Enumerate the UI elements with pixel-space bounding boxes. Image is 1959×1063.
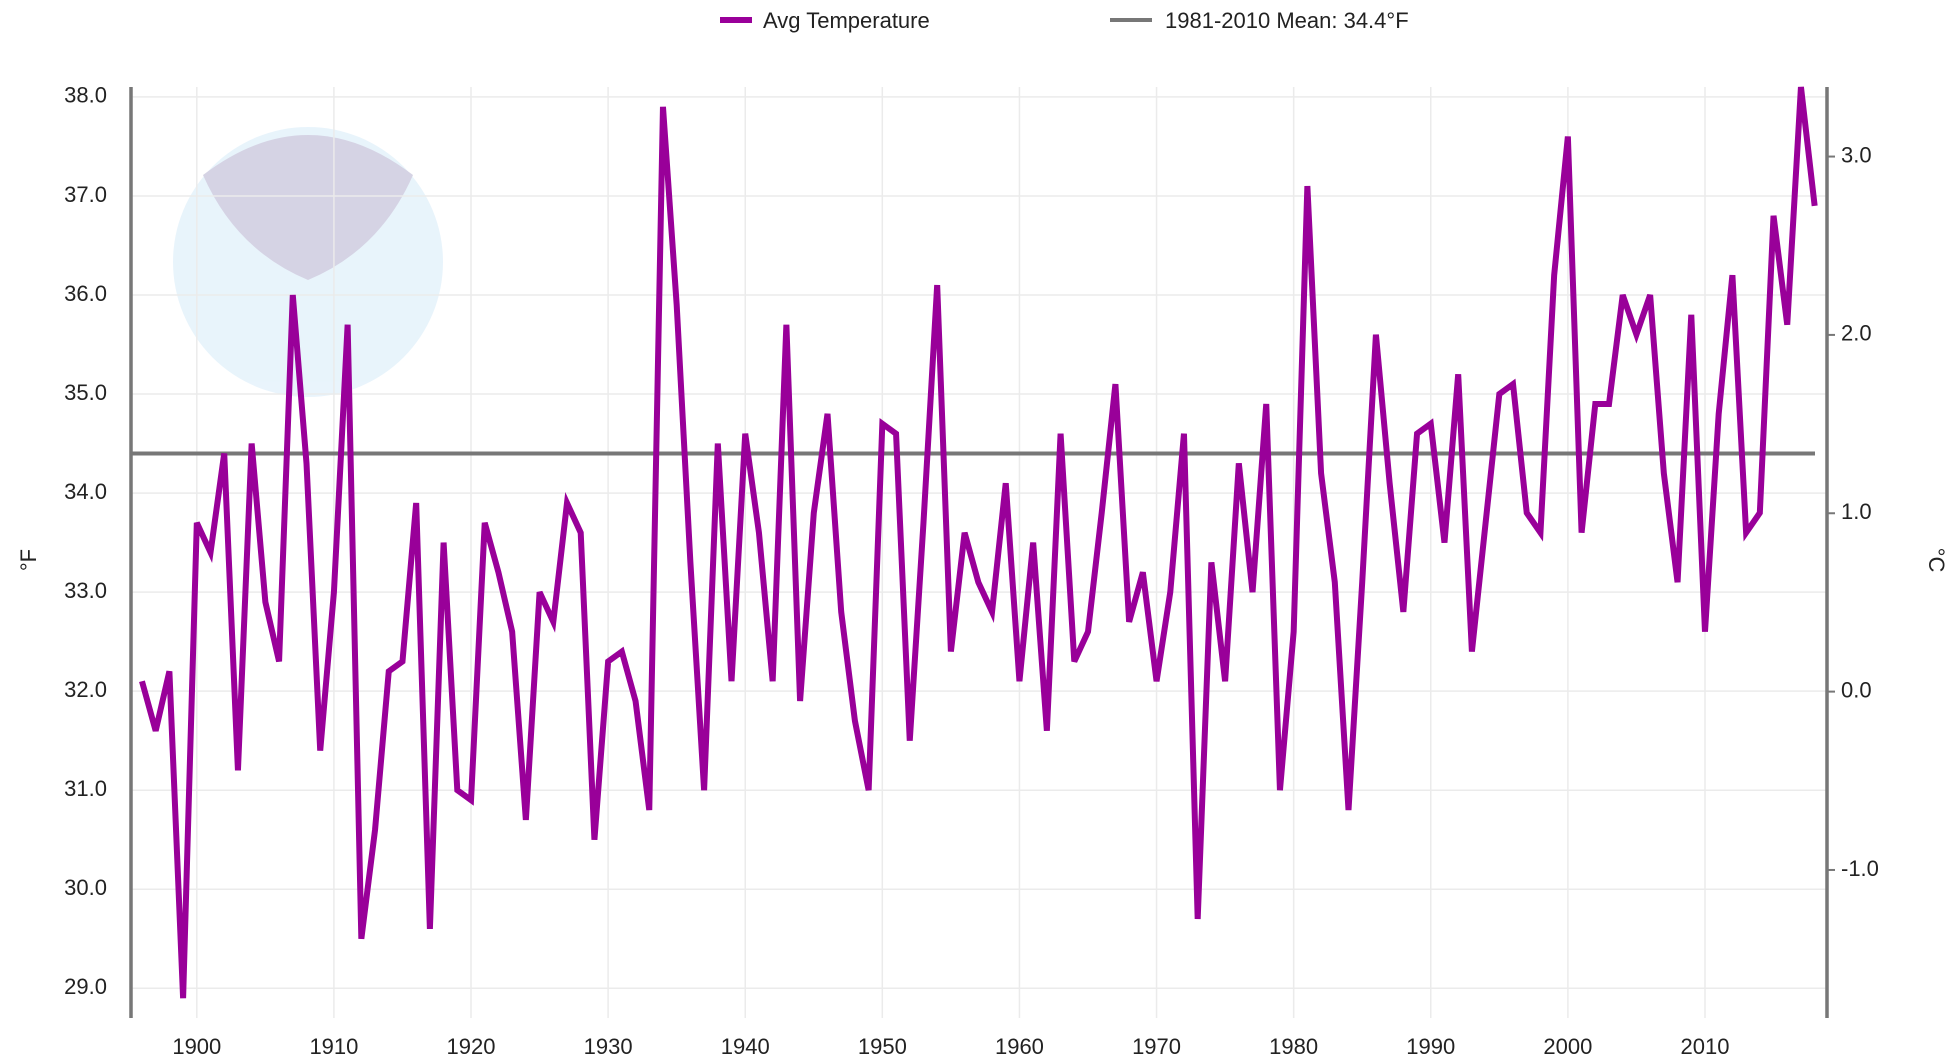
y2-tick-label: 3.0 <box>1841 142 1872 167</box>
x-tick-label: 2000 <box>1543 1034 1592 1059</box>
y2-tick-label: -1.0 <box>1841 856 1879 881</box>
y-tick-label: 33.0 <box>64 578 107 603</box>
x-tick-label: 1920 <box>447 1034 496 1059</box>
y-tick-label: 36.0 <box>64 281 107 306</box>
legend-label: Avg Temperature <box>763 8 930 33</box>
y-tick-label: 35.0 <box>64 380 107 405</box>
x-tick-label: 1930 <box>584 1034 633 1059</box>
y2-tick-label: 2.0 <box>1841 321 1872 346</box>
legend-label: 1981-2010 Mean: 34.4°F <box>1165 8 1409 33</box>
x-tick-label: 1900 <box>172 1034 221 1059</box>
y2-tick-label: 1.0 <box>1841 499 1872 524</box>
y-tick-label: 32.0 <box>64 677 107 702</box>
x-tick-label: 1910 <box>309 1034 358 1059</box>
y-tick-label: 37.0 <box>64 182 107 207</box>
y-tick-label: 29.0 <box>64 974 107 999</box>
x-tick-label: 1940 <box>721 1034 770 1059</box>
y2-axis-label: °C <box>1924 548 1949 573</box>
x-tick-label: 1990 <box>1406 1034 1455 1059</box>
x-tick-label: 1960 <box>995 1034 1044 1059</box>
y2-tick-label: 0.0 <box>1841 677 1872 702</box>
x-tick-label: 1980 <box>1269 1034 1318 1059</box>
y-tick-label: 31.0 <box>64 776 107 801</box>
x-tick-label: 1950 <box>858 1034 907 1059</box>
y-tick-label: 38.0 <box>64 83 107 108</box>
grid <box>131 87 1827 1018</box>
y-axis-label: °F <box>16 549 41 571</box>
x-tick-label: 1970 <box>1132 1034 1181 1059</box>
x-tick-label: 2010 <box>1680 1034 1729 1059</box>
y-tick-label: 34.0 <box>64 479 107 504</box>
data-line <box>139 86 1818 999</box>
y-tick-label: 30.0 <box>64 875 107 900</box>
watermark <box>173 127 443 397</box>
